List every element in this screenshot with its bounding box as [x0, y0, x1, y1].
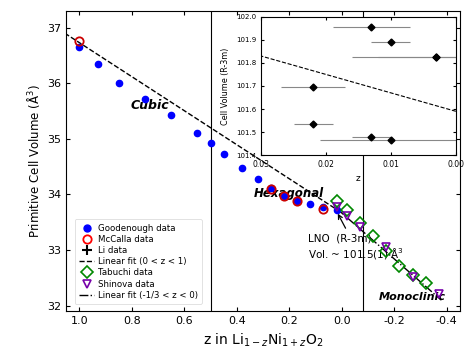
- Text: Monoclinic: Monoclinic: [379, 292, 446, 302]
- Text: Hexagonal: Hexagonal: [254, 187, 324, 200]
- X-axis label: z in Li$_{1-z}$Ni$_{1+z}$O$_2$: z in Li$_{1-z}$Ni$_{1+z}$O$_2$: [203, 332, 323, 349]
- Text: Cubic: Cubic: [131, 99, 170, 112]
- Y-axis label: Primitive Cell Volume (Å$^3$): Primitive Cell Volume (Å$^3$): [25, 84, 42, 238]
- Legend: Goodenough data, McCalla data, Li data, Linear fit (0 < z < 1), Tabuchi data, Sh: Goodenough data, McCalla data, Li data, …: [74, 219, 202, 304]
- Text: LNO  (R-3m)
Vol. ~ 101.5(1) Å$^3$: LNO (R-3m) Vol. ~ 101.5(1) Å$^3$: [308, 215, 403, 261]
